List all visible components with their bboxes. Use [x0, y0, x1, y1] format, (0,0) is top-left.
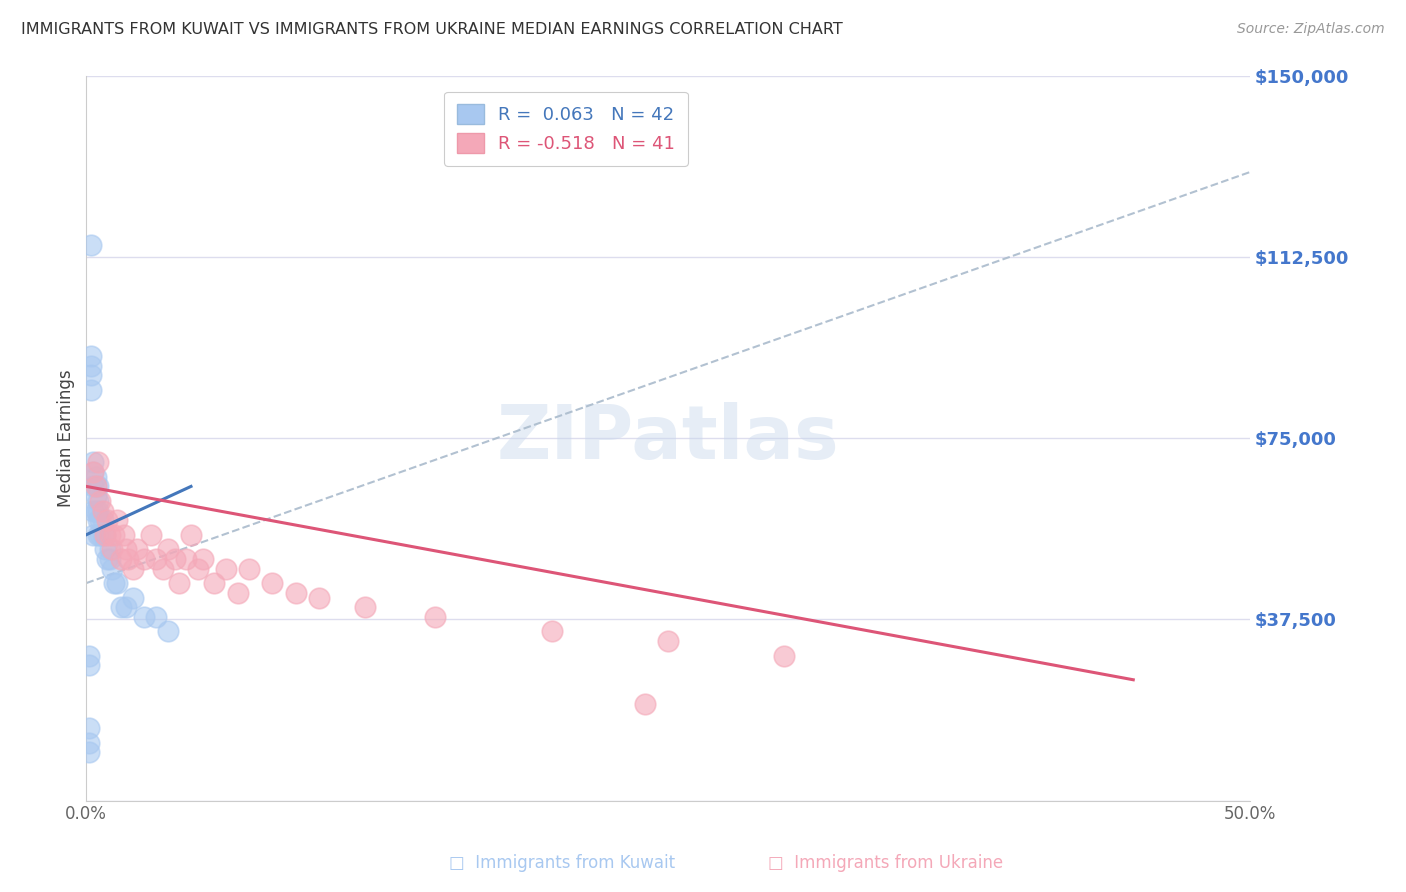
Legend: R =  0.063   N = 42, R = -0.518   N = 41: R = 0.063 N = 42, R = -0.518 N = 41 [444, 92, 688, 166]
Point [101, 542, 124, 557]
Point [96, 513, 118, 527]
Point [82, 527, 104, 541]
Point [117, 552, 139, 566]
Point [657, 634, 679, 648]
Point [121, 561, 143, 575]
Text: Source: ZipAtlas.com: Source: ZipAtlas.com [1237, 22, 1385, 37]
Point [98, 542, 121, 557]
Point [308, 591, 330, 605]
Point [77, 745, 100, 759]
Point [80, 383, 103, 397]
Point [77, 721, 100, 735]
Point [80, 349, 103, 363]
Point [226, 586, 249, 600]
Point [96, 552, 118, 566]
Point [89, 513, 111, 527]
Point [82, 479, 104, 493]
Text: IMMIGRANTS FROM KUWAIT VS IMMIGRANTS FROM UKRAINE MEDIAN EARNINGS CORRELATION CH: IMMIGRANTS FROM KUWAIT VS IMMIGRANTS FRO… [21, 22, 842, 37]
Point [84, 489, 107, 503]
Point [98, 527, 121, 541]
Point [202, 576, 225, 591]
Point [215, 561, 238, 575]
Point [82, 465, 104, 479]
Point [98, 552, 121, 566]
Point [80, 359, 103, 373]
Point [540, 624, 562, 639]
Point [425, 610, 447, 624]
Point [163, 552, 186, 566]
Point [87, 479, 110, 493]
Point [94, 542, 117, 557]
Point [89, 527, 111, 541]
Point [89, 494, 111, 508]
Point [82, 455, 104, 469]
Point [634, 697, 657, 711]
Point [82, 503, 104, 517]
Point [134, 552, 156, 566]
Point [115, 600, 138, 615]
Point [87, 494, 110, 508]
Point [238, 561, 260, 575]
Point [105, 513, 128, 527]
Point [80, 368, 103, 383]
Point [77, 648, 100, 663]
Point [84, 479, 107, 493]
Point [80, 237, 103, 252]
Point [84, 469, 107, 483]
Point [112, 527, 135, 541]
Point [176, 552, 198, 566]
Point [105, 576, 128, 591]
Point [145, 610, 167, 624]
Point [262, 576, 284, 591]
Point [103, 576, 125, 591]
Point [94, 527, 117, 541]
Point [110, 552, 132, 566]
Point [77, 658, 100, 673]
Point [87, 503, 110, 517]
Point [156, 624, 179, 639]
Point [101, 561, 124, 575]
Point [180, 527, 202, 541]
Point [354, 600, 377, 615]
Text: □  Immigrants from Ukraine: □ Immigrants from Ukraine [768, 855, 1004, 872]
Point [87, 513, 110, 527]
Point [94, 527, 117, 541]
Point [191, 552, 214, 566]
Point [87, 527, 110, 541]
Point [169, 576, 191, 591]
Point [84, 479, 107, 493]
Text: □  Immigrants from Kuwait: □ Immigrants from Kuwait [450, 855, 675, 872]
Point [91, 527, 114, 541]
Point [127, 542, 149, 557]
Point [77, 736, 100, 750]
Point [156, 542, 179, 557]
Point [121, 591, 143, 605]
Point [134, 610, 156, 624]
Point [773, 648, 796, 663]
Point [87, 455, 110, 469]
Point [91, 503, 114, 517]
Point [141, 527, 163, 541]
Point [110, 600, 132, 615]
Y-axis label: Median Earnings: Median Earnings [58, 369, 75, 507]
Point [152, 561, 174, 575]
Point [84, 503, 107, 517]
Point [284, 586, 307, 600]
Point [145, 552, 167, 566]
Point [115, 542, 138, 557]
Point [187, 561, 209, 575]
Point [103, 527, 125, 541]
Point [91, 513, 114, 527]
Point [82, 465, 104, 479]
Text: ZIPatlas: ZIPatlas [496, 401, 839, 475]
